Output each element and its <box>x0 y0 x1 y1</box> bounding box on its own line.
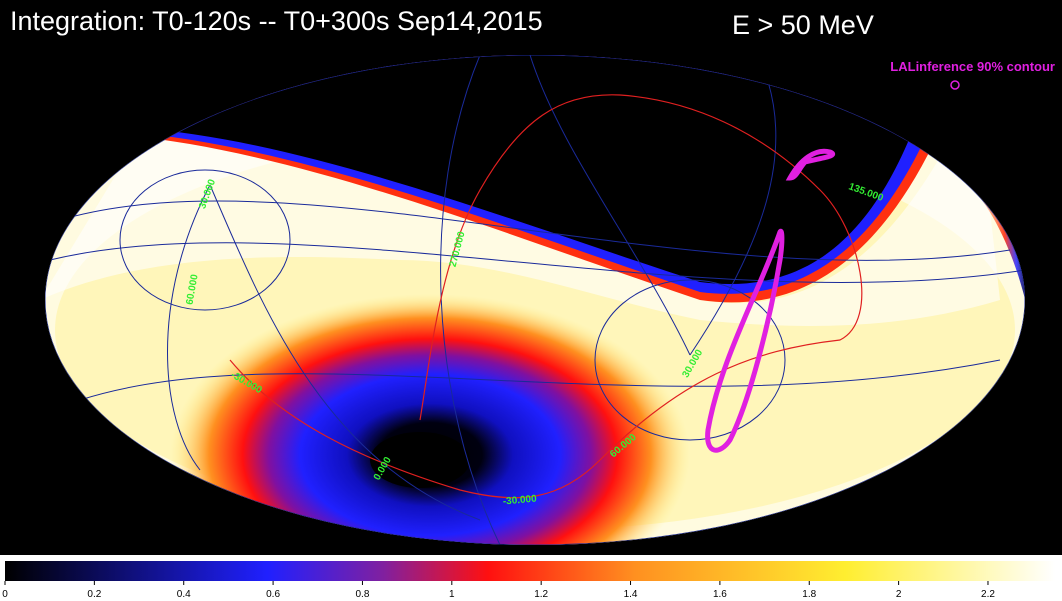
colorbar-tick-label: 1.4 <box>624 589 638 600</box>
coordinate-grid <box>45 55 1025 545</box>
colorbar-tick-label: 1.6 <box>713 589 727 600</box>
grid-label: 60.000 <box>184 273 200 305</box>
colorbar-tick-label: 1.8 <box>802 589 816 600</box>
title: Integration: T0-120s -- T0+300s Sep14,20… <box>10 6 543 36</box>
separator <box>0 555 1062 560</box>
contour <box>785 148 835 181</box>
colorbar-tick-label: 1.2 <box>534 589 548 600</box>
colorbar-tick-label: 0 <box>2 589 8 600</box>
colorbar-tick-label: 0.6 <box>266 589 280 600</box>
colorbar <box>5 561 1055 581</box>
contour <box>705 228 785 453</box>
colorbar-tick-label: 0.4 <box>177 589 191 600</box>
colorbar-tick-label: 0.8 <box>355 589 369 600</box>
colorbar-tick-label: 2.2 <box>981 589 995 600</box>
legend-label: LALinference 90% contour <box>890 59 1055 74</box>
ecliptic-line <box>229 94 863 499</box>
colorbar-tick-label: 1 <box>449 589 455 600</box>
grid-label: -30.000 <box>502 494 537 508</box>
colorbar-tick-label: 0.2 <box>87 589 101 600</box>
energy-label: E > 50 MeV <box>732 10 874 40</box>
legend-marker <box>950 80 960 90</box>
colorbar-tick-label: 2 <box>896 589 902 600</box>
